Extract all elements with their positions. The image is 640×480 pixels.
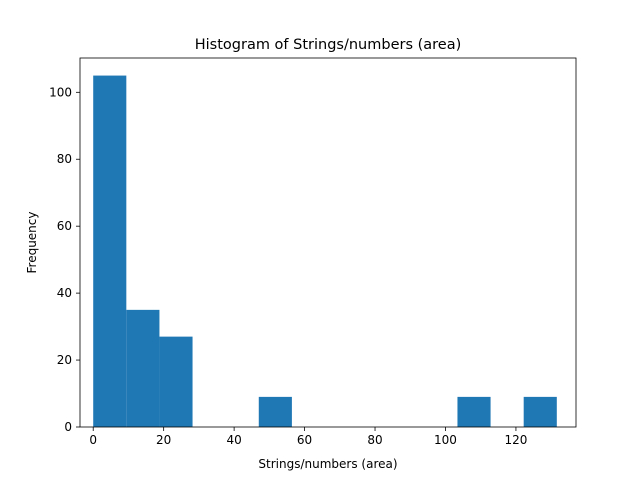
- y-tick-label: 100: [49, 85, 72, 99]
- x-tick-label: 40: [226, 433, 241, 447]
- y-tick-label: 20: [57, 353, 72, 367]
- x-axis-label: Strings/numbers (area): [258, 457, 397, 471]
- y-tick-label: 0: [64, 420, 72, 434]
- y-tick-label: 80: [57, 152, 72, 166]
- plot-frame: [79, 57, 577, 428]
- histogram-bar: [93, 75, 127, 428]
- x-tick-label: 60: [297, 433, 312, 447]
- x-tick-label: 100: [434, 433, 457, 447]
- ticks-layer: 0 20 40 60 80 100 120 0 20 40 60 80 100: [49, 85, 527, 447]
- y-axis-label: Frequency: [25, 212, 39, 274]
- x-tick-label: 20: [156, 433, 171, 447]
- bars-layer: [93, 75, 557, 428]
- histogram-bar: [457, 396, 491, 427]
- histogram-bar: [523, 396, 557, 427]
- histogram-bar: [258, 396, 292, 427]
- y-tick-label: 60: [57, 219, 72, 233]
- chart-title: Histogram of Strings/numbers (area): [195, 37, 462, 53]
- histogram-bar: [159, 336, 193, 427]
- x-tick-label: 120: [504, 433, 527, 447]
- x-tick-label: 0: [89, 433, 97, 447]
- x-tick-label: 80: [367, 433, 382, 447]
- histogram-bar: [126, 309, 160, 427]
- y-tick-label: 40: [57, 286, 72, 300]
